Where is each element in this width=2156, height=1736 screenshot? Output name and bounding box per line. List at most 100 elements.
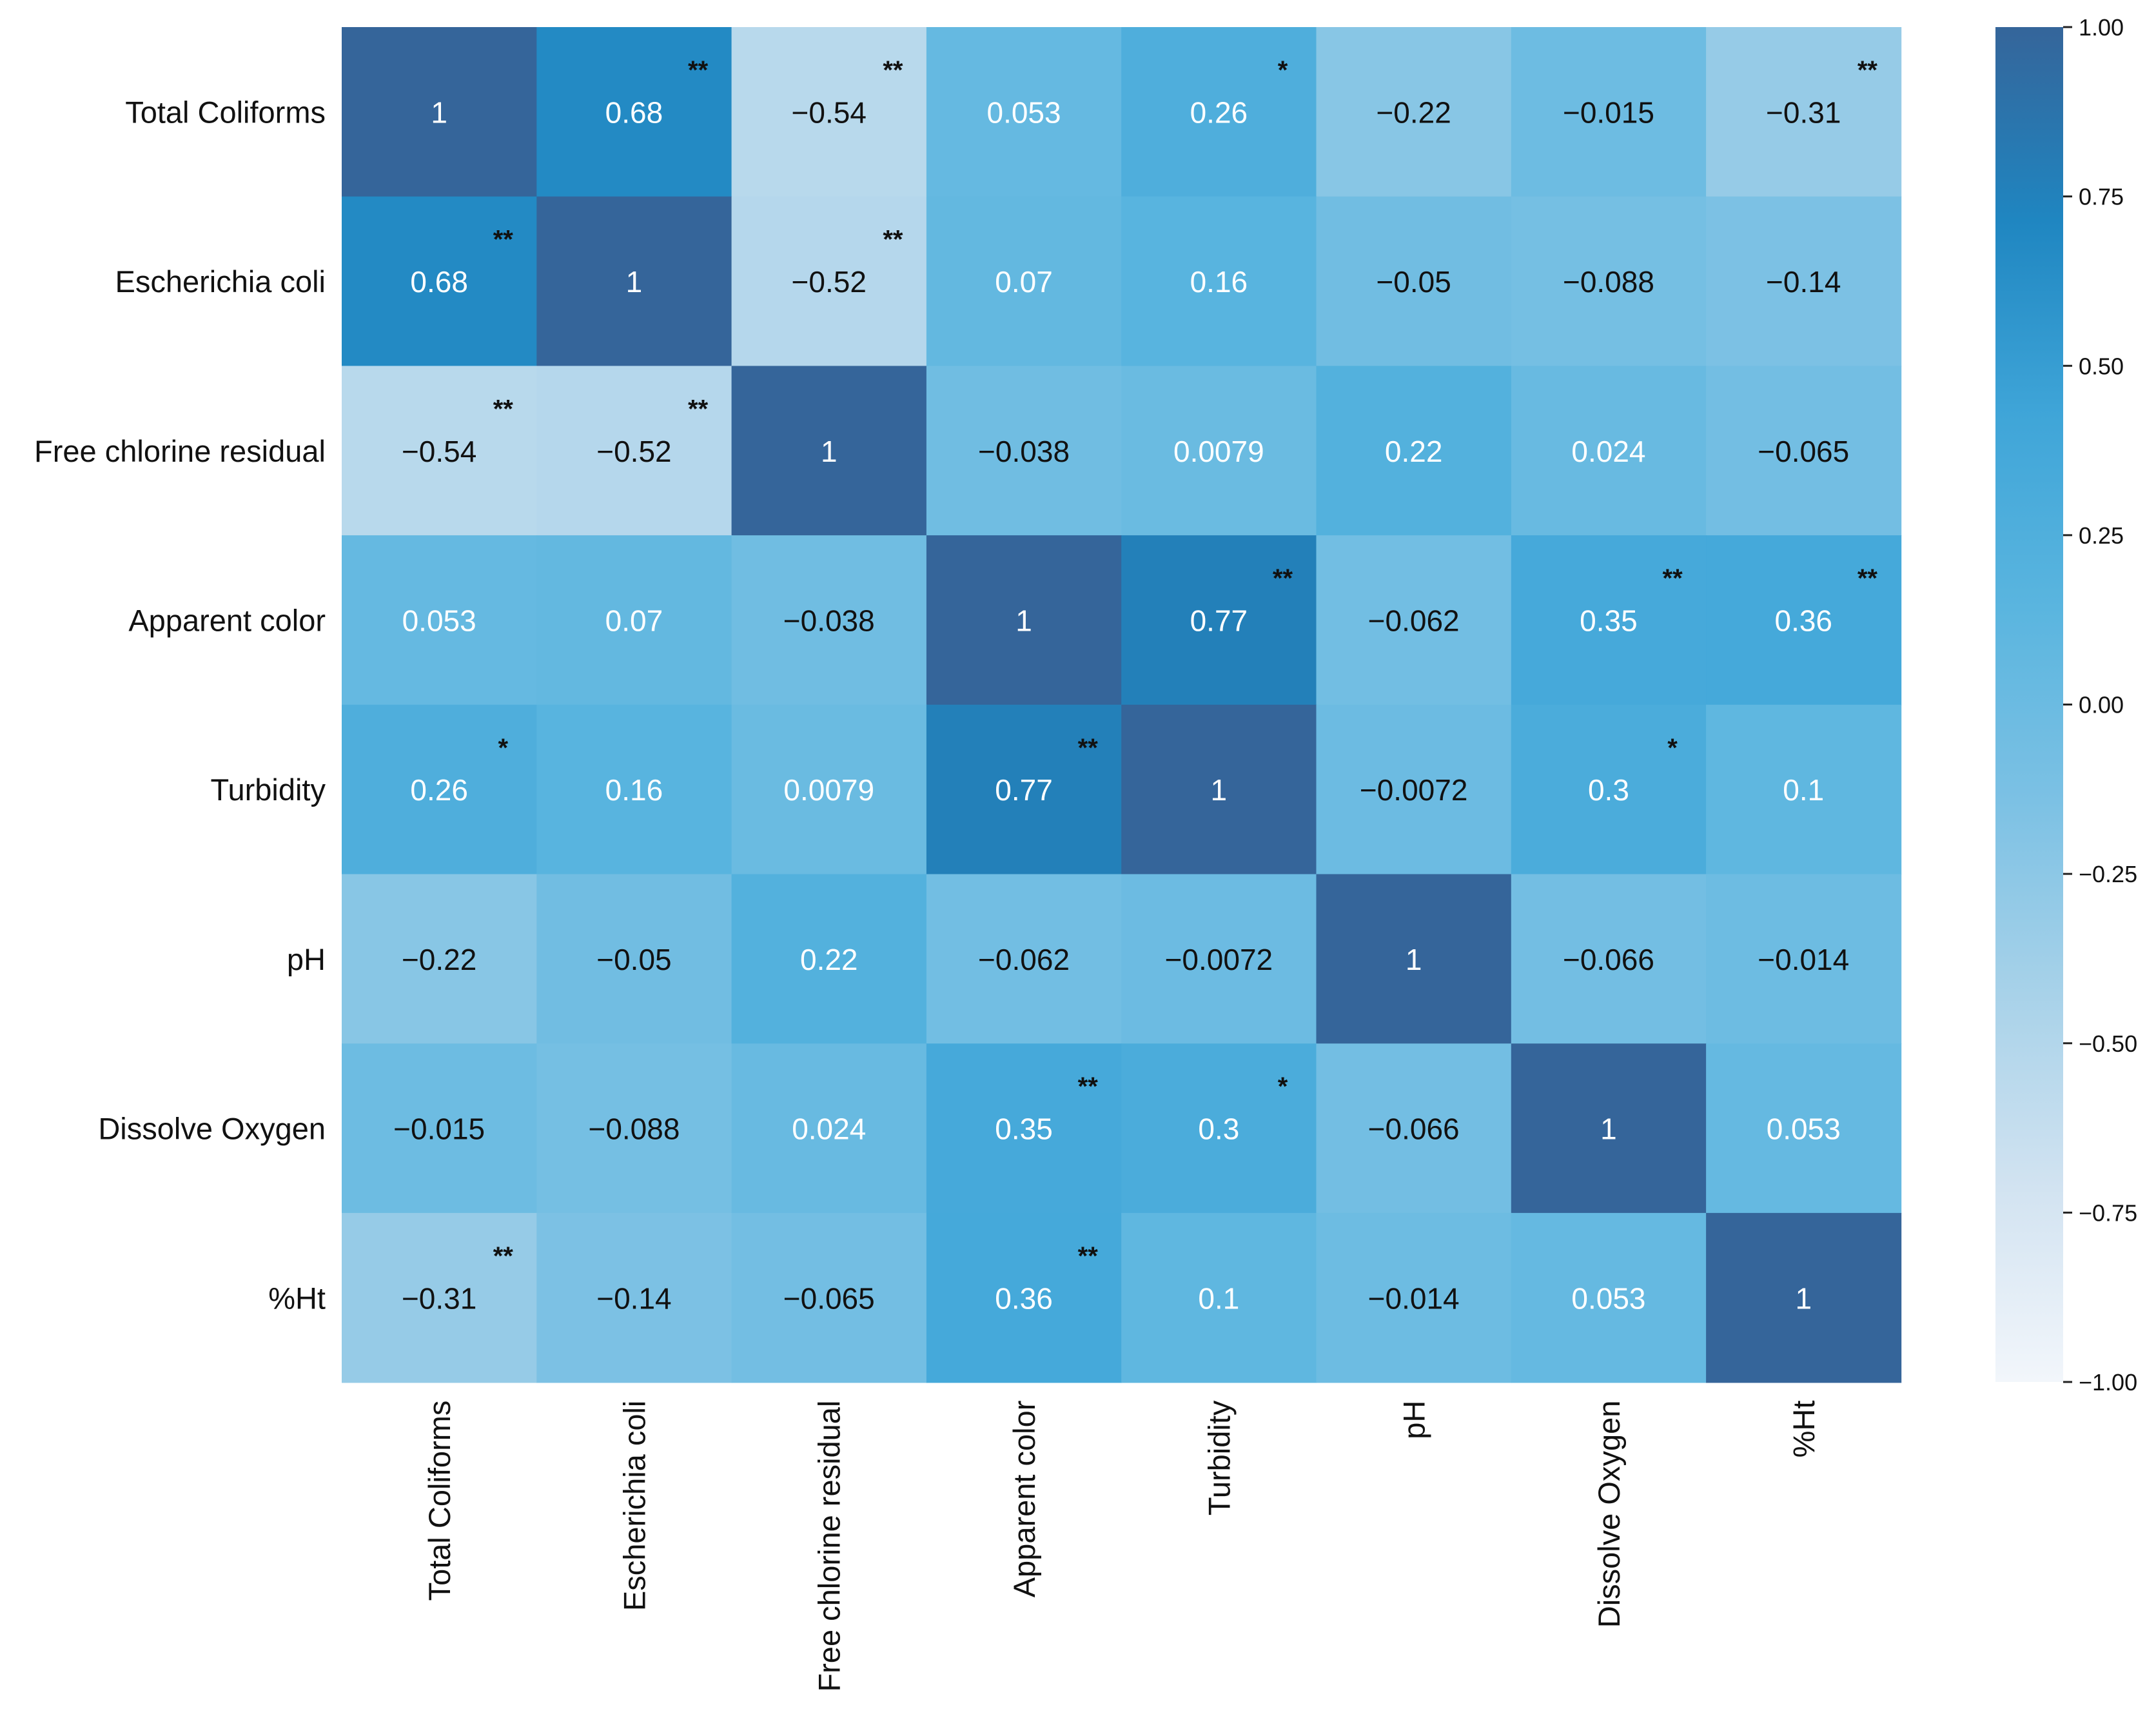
heatmap-cell bbox=[1706, 704, 1902, 875]
heatmap-cell bbox=[1121, 535, 1317, 705]
cell-value-label: 0.36 bbox=[1774, 604, 1832, 637]
cell-value-label: −0.088 bbox=[588, 1112, 680, 1146]
cell-value-label: −0.31 bbox=[402, 1281, 476, 1315]
row-label: pH bbox=[287, 942, 326, 976]
cell-value-label: 0.053 bbox=[1571, 1281, 1645, 1315]
heatmap-cell bbox=[536, 366, 732, 536]
row-label: Dissolve Oxygen bbox=[98, 1112, 326, 1146]
cell-value-label: −0.0072 bbox=[1360, 773, 1468, 807]
heatmap-cell bbox=[1511, 874, 1707, 1044]
cell-value-label: 0.1 bbox=[1198, 1281, 1239, 1315]
cell-value-label: 0.024 bbox=[1571, 435, 1645, 468]
cell-value-label: −0.14 bbox=[1766, 265, 1841, 299]
cell-value-label: −0.014 bbox=[1758, 943, 1849, 976]
heatmap-cell bbox=[1316, 874, 1512, 1044]
heatmap-cell bbox=[1706, 196, 1902, 367]
row-label: Escherichia coli bbox=[115, 264, 326, 299]
cell-value-label: −0.22 bbox=[1376, 95, 1451, 129]
cell-value-label: 1 bbox=[1015, 604, 1032, 637]
significance-marker: ** bbox=[1078, 1072, 1099, 1101]
cell-value-label: −0.065 bbox=[783, 1281, 875, 1315]
heatmap-cell bbox=[1706, 366, 1902, 536]
cell-value-label: 0.024 bbox=[792, 1112, 866, 1146]
cell-value-label: 0.35 bbox=[995, 1112, 1053, 1146]
cell-value-label: 0.0079 bbox=[1173, 435, 1264, 468]
cell-value-label: 0.22 bbox=[800, 943, 858, 976]
cell-value-label: 0.07 bbox=[995, 265, 1053, 299]
cell-value-label: 1 bbox=[1600, 1112, 1617, 1146]
heatmap-cell bbox=[342, 704, 538, 875]
heatmap-cell bbox=[1121, 874, 1317, 1044]
heatmap-cell bbox=[1121, 366, 1317, 536]
cell-value-label: −0.52 bbox=[596, 435, 671, 468]
cell-value-label: 0.0079 bbox=[783, 773, 874, 807]
heatmap-cell bbox=[1316, 1043, 1512, 1214]
cell-value-label: −0.54 bbox=[792, 95, 867, 129]
heatmap-cell bbox=[536, 535, 732, 705]
heatmap-cell bbox=[1316, 535, 1512, 705]
heatmap-cell bbox=[1511, 27, 1707, 197]
cell-value-label: 0.26 bbox=[410, 773, 468, 807]
heatmap-cell bbox=[926, 535, 1122, 705]
colorbar-tick-label: −0.25 bbox=[2079, 861, 2137, 887]
column-label: pH bbox=[1397, 1401, 1431, 1439]
significance-marker: ** bbox=[1078, 734, 1099, 762]
cell-value-label: −0.05 bbox=[596, 943, 671, 976]
colorbar-tick-label: 1.00 bbox=[2079, 14, 2124, 41]
significance-marker: ** bbox=[883, 226, 903, 254]
heatmap-cell bbox=[342, 535, 538, 705]
colorbar-tick-label: −1.00 bbox=[2079, 1369, 2137, 1396]
heatmap-cell bbox=[731, 1043, 927, 1214]
cell-value-label: 0.053 bbox=[1767, 1112, 1841, 1146]
cell-value-label: −0.52 bbox=[792, 265, 867, 299]
column-label: Turbidity bbox=[1202, 1400, 1236, 1515]
colorbar-tick-label: 0.25 bbox=[2079, 522, 2124, 549]
heatmap-cell bbox=[1316, 1212, 1512, 1383]
cell-value-label: −0.038 bbox=[783, 604, 875, 637]
heatmap-cell bbox=[1121, 1212, 1317, 1383]
significance-marker: ** bbox=[688, 56, 709, 84]
cell-value-label: 0.07 bbox=[605, 604, 663, 637]
cell-value-label: −0.065 bbox=[1758, 435, 1849, 468]
heatmap-cell bbox=[342, 366, 538, 536]
heatmap-cell bbox=[731, 704, 927, 875]
cell-value-label: 0.26 bbox=[1190, 95, 1248, 129]
heatmap-cell bbox=[1511, 535, 1707, 705]
significance-marker: ** bbox=[493, 226, 514, 254]
heatmap-cell bbox=[536, 1212, 732, 1383]
cell-value-label: −0.14 bbox=[596, 1281, 671, 1315]
cell-value-label: 0.77 bbox=[1190, 604, 1248, 637]
cell-value-label: 1 bbox=[1795, 1281, 1812, 1315]
heatmap-cell bbox=[536, 27, 732, 197]
significance-marker: ** bbox=[1857, 564, 1878, 593]
heatmap-cell bbox=[1121, 196, 1317, 367]
cell-value-label: −0.015 bbox=[393, 1112, 485, 1146]
row-label: Total Coliforms bbox=[125, 95, 326, 129]
heatmap-cell bbox=[1511, 196, 1707, 367]
column-label: Total Coliforms bbox=[422, 1401, 456, 1601]
column-label: Apparent color bbox=[1007, 1401, 1041, 1598]
heatmap-cell bbox=[731, 1212, 927, 1383]
significance-marker: ** bbox=[493, 395, 514, 423]
cell-value-label: −0.014 bbox=[1368, 1281, 1460, 1315]
cell-value-label: 0.68 bbox=[605, 95, 663, 129]
significance-marker: ** bbox=[1078, 1242, 1099, 1270]
heatmap-cell bbox=[1121, 1043, 1317, 1214]
heatmap-cell bbox=[1121, 27, 1317, 197]
cell-value-label: 0.68 bbox=[410, 265, 468, 299]
heatmap-cell bbox=[342, 196, 538, 367]
row-label: Turbidity bbox=[211, 773, 326, 807]
heatmap-cell bbox=[926, 1043, 1122, 1214]
column-labels: Total Coliforms Escherichia coli Free chlo… bbox=[422, 1400, 1821, 1692]
cell-value-label: −0.062 bbox=[978, 943, 1070, 976]
heatmap-cell bbox=[1121, 704, 1317, 875]
heatmap-cell bbox=[731, 196, 927, 367]
cell-value-label: −0.062 bbox=[1368, 604, 1460, 637]
heatmap-cell bbox=[731, 366, 927, 536]
cell-value-label: −0.066 bbox=[1368, 1112, 1460, 1146]
heatmap-cell bbox=[926, 874, 1122, 1044]
heatmap-cell bbox=[342, 874, 538, 1044]
cell-value-label: 0.3 bbox=[1588, 773, 1629, 807]
significance-marker: * bbox=[498, 734, 509, 762]
heatmap-cell bbox=[1316, 366, 1512, 536]
